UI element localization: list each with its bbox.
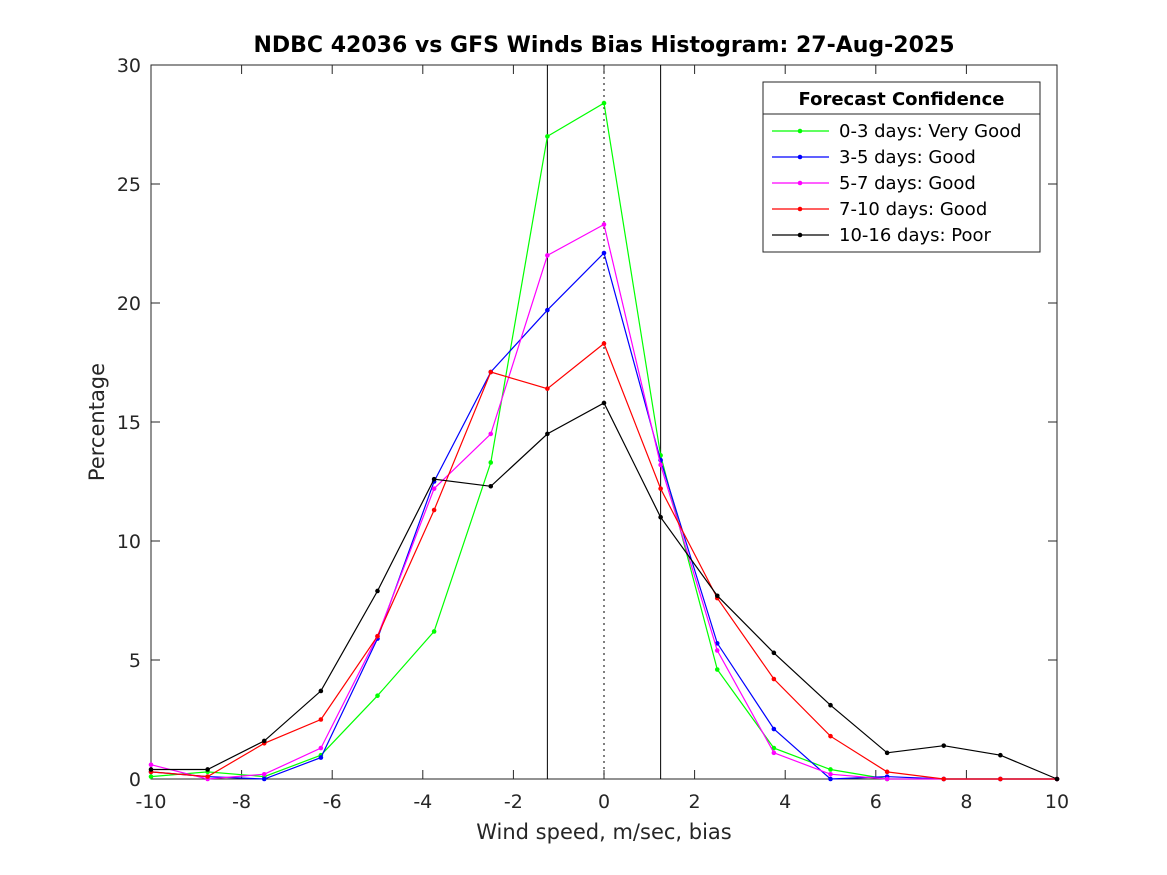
- data-point: [601, 100, 607, 106]
- x-tick-label: -4: [413, 791, 432, 813]
- data-point: [601, 400, 607, 406]
- x-tick-label: -10: [135, 791, 166, 813]
- legend-swatch-marker: [797, 154, 803, 160]
- legend-entry: 3-5 days: Good: [839, 147, 976, 168]
- legend-title: Forecast Confidence: [799, 89, 1005, 110]
- data-point: [771, 650, 777, 656]
- legend-entry: 5-7 days: Good: [839, 173, 976, 194]
- data-point: [658, 514, 663, 520]
- x-tick-label: 2: [689, 791, 701, 813]
- data-point: [261, 776, 267, 782]
- data-point: [545, 431, 550, 437]
- data-point: [771, 745, 777, 751]
- x-tick-label: -6: [323, 791, 342, 813]
- x-tick-label: -2: [504, 791, 523, 813]
- legend-entry: 10-16 days: Poor: [839, 225, 992, 246]
- data-point: [431, 507, 437, 513]
- data-point: [771, 726, 777, 732]
- data-point: [941, 776, 947, 782]
- y-tick-label: 15: [117, 412, 141, 434]
- legend: Forecast Confidence 0-3 days: Very Good 3-…: [762, 81, 1041, 253]
- data-point: [148, 767, 154, 772]
- data-point: [714, 667, 720, 672]
- data-point: [318, 717, 324, 722]
- data-point: [828, 733, 833, 739]
- data-point: [545, 253, 550, 258]
- x-axis-label: Wind speed, m/sec, bias: [476, 820, 732, 844]
- data-point: [261, 738, 267, 744]
- data-point: [205, 774, 210, 779]
- x-tick-label: 10: [1045, 791, 1069, 813]
- data-point: [771, 750, 777, 756]
- x-tick-label: -8: [232, 791, 251, 813]
- data-point: [714, 593, 720, 599]
- data-point: [431, 476, 437, 482]
- data-point: [884, 769, 890, 775]
- data-point: [318, 755, 324, 760]
- data-point: [318, 745, 324, 751]
- data-point: [998, 776, 1003, 782]
- data-point: [261, 771, 267, 777]
- data-point: [488, 483, 494, 489]
- x-tick-label: 0: [598, 791, 610, 813]
- data-point: [998, 752, 1003, 758]
- legend-swatch-marker: [797, 232, 803, 238]
- y-tick-label: 20: [117, 293, 141, 315]
- data-point: [658, 486, 663, 491]
- y-tick-label: 10: [117, 531, 141, 553]
- data-point: [375, 588, 380, 594]
- chart-title: NDBC 42036 vs GFS Winds Bias Histogram: …: [253, 33, 954, 58]
- y-tick-label: 30: [117, 55, 141, 77]
- data-point: [488, 431, 494, 437]
- y-tick-label: 5: [129, 650, 141, 672]
- data-point: [828, 702, 833, 708]
- data-point: [771, 676, 777, 682]
- legend-swatch-marker: [797, 180, 803, 186]
- y-tick-label: 25: [117, 174, 141, 196]
- data-point: [828, 776, 833, 782]
- data-point: [884, 776, 890, 782]
- data-point: [714, 648, 720, 653]
- legend-swatch-marker: [797, 128, 803, 134]
- data-point: [545, 307, 550, 313]
- data-point: [658, 462, 663, 468]
- data-point: [714, 641, 720, 646]
- data-point: [1054, 776, 1060, 782]
- x-tick-label: 8: [960, 791, 972, 813]
- data-point: [828, 771, 833, 777]
- legend-entry: 0-3 days: Very Good: [839, 121, 1022, 142]
- data-point: [488, 460, 494, 465]
- data-point: [601, 222, 607, 227]
- data-point: [601, 250, 607, 256]
- data-point: [828, 767, 833, 772]
- data-point: [941, 743, 947, 748]
- data-point: [884, 750, 890, 756]
- data-point: [148, 762, 154, 768]
- data-point: [318, 688, 324, 694]
- legend-entry: 7-10 days: Good: [839, 199, 987, 220]
- data-point: [148, 774, 154, 779]
- data-point: [431, 486, 437, 491]
- x-tick-label: 6: [870, 791, 882, 813]
- data-point: [375, 693, 380, 698]
- data-point: [431, 629, 437, 634]
- data-point: [205, 767, 210, 772]
- x-tick-label: 4: [779, 791, 791, 813]
- legend-swatch-marker: [797, 206, 803, 212]
- data-point: [545, 386, 550, 391]
- y-tick-label: 0: [129, 769, 141, 791]
- y-axis-label: Percentage: [85, 363, 109, 481]
- legend-box: [762, 81, 1041, 253]
- data-point: [488, 369, 494, 375]
- data-point: [601, 341, 607, 346]
- data-point: [545, 134, 550, 139]
- data-point: [375, 633, 380, 639]
